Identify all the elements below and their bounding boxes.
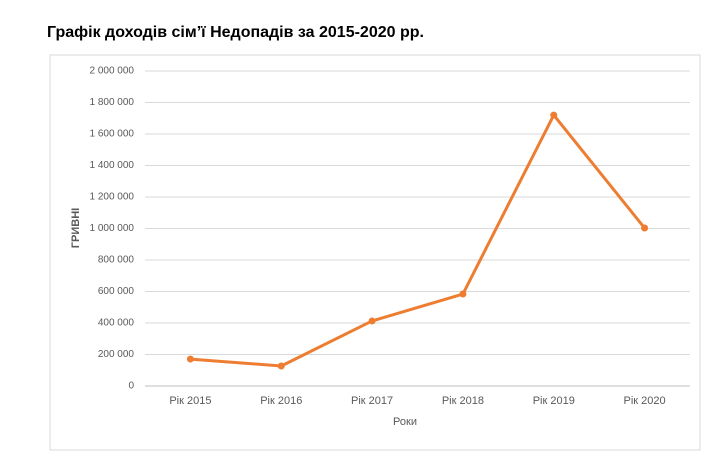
data-point (550, 111, 558, 119)
chart-title: Графік доходів сім’ї Недопадів за 2015-2… (47, 24, 424, 41)
x-tick-label: Рік 2017 (351, 395, 393, 407)
x-tick-label: Рік 2020 (624, 395, 666, 407)
x-tick-label: Рік 2018 (442, 395, 484, 407)
data-point (186, 355, 194, 363)
chart-frame (49, 54, 701, 451)
y-tick-label: 600 000 (98, 286, 135, 297)
y-tick-label: 1 200 000 (90, 192, 135, 203)
data-point (641, 224, 649, 232)
y-axis-label: ГРИВНІ (70, 208, 82, 248)
y-tick-label: 1 600 000 (90, 129, 135, 140)
series-line (190, 113, 646, 368)
y-tick-label: 400 000 (98, 318, 135, 329)
y-tick-label: 1 800 000 (90, 97, 135, 108)
data-point (368, 317, 376, 325)
y-tick-label: 800 000 (98, 255, 135, 266)
y-tick-label: 2 000 000 (90, 66, 135, 77)
data-point (277, 362, 285, 370)
x-tick-label: Рік 2016 (260, 395, 302, 407)
data-point (459, 290, 467, 298)
x-tick-label: Рік 2019 (533, 395, 575, 407)
y-tick-label: 200 000 (98, 349, 135, 360)
y-tick-label: 0 (128, 381, 134, 392)
x-tick-label: Рік 2015 (169, 395, 211, 407)
y-tick-label: 1 400 000 (90, 160, 135, 171)
y-tick-label: 1 000 000 (90, 223, 135, 234)
x-axis-label: Роки (393, 416, 417, 428)
